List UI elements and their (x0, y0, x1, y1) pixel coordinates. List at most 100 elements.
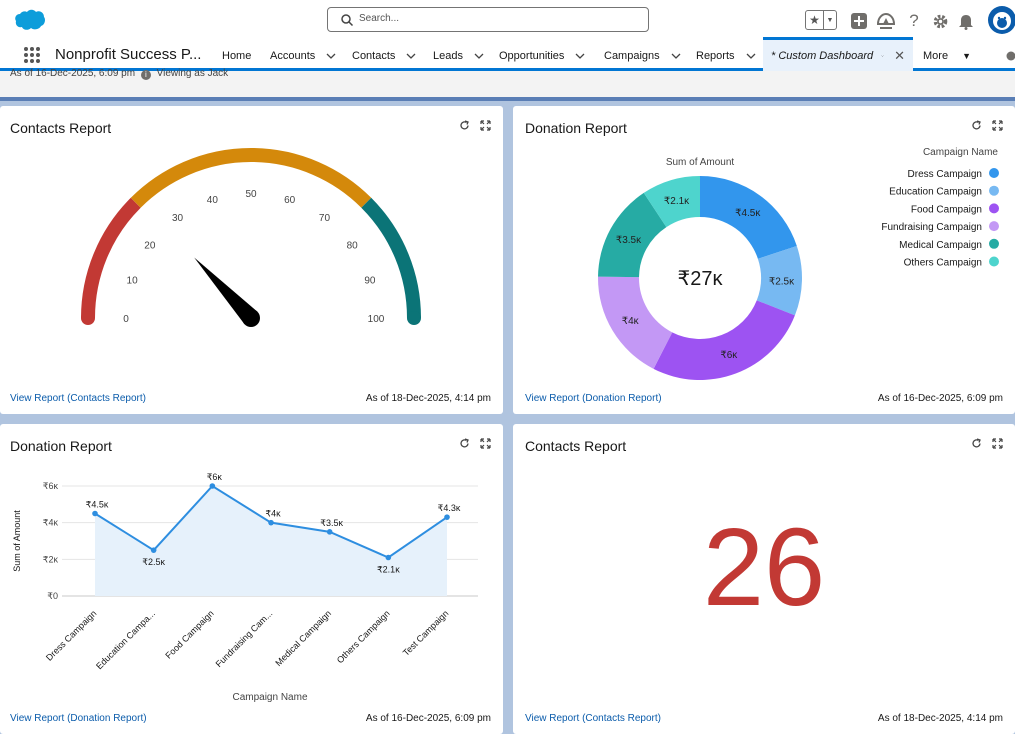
chevron-down-icon[interactable] (325, 50, 337, 62)
legend-item-label: Fundraising Campaign (881, 222, 982, 233)
search-placeholder: Search... (359, 13, 400, 24)
data-point (92, 510, 98, 517)
nav-item-more[interactable]: More ▼ (923, 40, 971, 71)
donut-slice-label: ₹4.5ĸ (735, 208, 761, 219)
dashboard-subheader: As of 16-Dec-2025, 6:09 pm i Viewing as … (0, 68, 1015, 97)
data-label: ₹2.1ĸ (377, 565, 400, 575)
edit-nav-icon[interactable] (1006, 40, 1015, 71)
chevron-down-icon[interactable] (574, 50, 586, 62)
nav-item-leads[interactable]: Leads (433, 40, 485, 71)
chevron-down-icon[interactable]: ▼ (826, 16, 834, 24)
nav-item-reports[interactable]: Reports (696, 40, 757, 71)
card-title: Contacts Report (525, 438, 627, 454)
legend-item-swatch (989, 185, 999, 196)
gauge-band (130, 148, 372, 208)
nav-item-home[interactable]: Home (222, 40, 251, 71)
legend-item-label: Others Campaign (904, 258, 982, 269)
view-report-link[interactable]: View Report (Contacts Report) (10, 393, 146, 404)
refresh-icon[interactable] (459, 118, 470, 130)
area-fill (95, 486, 447, 596)
bell-icon[interactable] (955, 10, 977, 32)
chevron-down-icon[interactable] (473, 50, 485, 62)
legend-item-swatch (989, 238, 999, 249)
card-actions (971, 118, 1003, 131)
nav-item-opportunities[interactable]: Opportunities (499, 40, 586, 71)
donut-slice (598, 276, 673, 369)
metric-value[interactable]: 26 (702, 506, 826, 629)
refresh-icon[interactable] (459, 436, 470, 448)
expand-icon[interactable] (480, 118, 491, 131)
view-report-link[interactable]: View Report (Donation Report) (10, 713, 147, 724)
donut-slice (643, 176, 700, 228)
data-label: ₹3.5ĸ (320, 518, 343, 528)
nav-item-label: Campaigns (604, 49, 660, 62)
chevron-down-icon[interactable] (670, 50, 682, 62)
close-icon[interactable]: ✕ (894, 47, 905, 63)
donut-chart-title: Sum of Amount (666, 157, 735, 168)
avatar[interactable] (988, 6, 1015, 34)
gear-icon[interactable] (929, 10, 951, 32)
global-header: Search... ★ ▼ ? (0, 0, 1015, 40)
gauge-band (81, 197, 141, 319)
line-chart[interactable]: ₹0 ₹2ĸ ₹4ĸ ₹6ĸ ₹4.5ĸ ₹2.5ĸ ₹6ĸ ₹4ĸ ₹3.5ĸ ₹2.1ĸ ₹4.… (0, 424, 503, 709)
nav-item-label: Leads (433, 49, 463, 62)
gauge-tick-label: 0 (123, 314, 129, 325)
gauge-tick-label: 80 (347, 241, 359, 252)
card-actions (971, 436, 1003, 449)
help-icon[interactable]: ? (909, 11, 919, 30)
card-title: Donation Report (10, 438, 112, 454)
trailhead-icon[interactable] (875, 10, 897, 32)
chevron-down-icon[interactable] (745, 50, 757, 62)
nav-item-label: Accounts (270, 49, 316, 62)
card-actions (459, 118, 491, 131)
card-timestamp: As of 18-Dec-2025, 4:14 pm (877, 713, 1003, 724)
y-tick-label: ₹4ĸ (43, 518, 59, 528)
data-label: ₹4ĸ (265, 509, 281, 519)
star-icon: ★ (806, 11, 824, 29)
app-launcher-icon[interactable] (24, 47, 40, 63)
expand-icon[interactable] (992, 436, 1003, 449)
gauge-chart[interactable]: 0 10 20 30 40 50 60 70 80 90 100 (0, 106, 503, 386)
data-point (385, 554, 392, 561)
view-report-link[interactable]: View Report (Contacts Report) (525, 713, 661, 724)
donut-center-value: ₹27ĸ (678, 268, 724, 290)
favorites-button[interactable]: ★ ▼ (805, 10, 837, 30)
expand-icon[interactable] (992, 118, 1003, 131)
info-icon[interactable]: i (140, 70, 151, 80)
nav-item-campaigns[interactable]: Campaigns (604, 40, 682, 71)
chevron-down-icon[interactable] (405, 50, 417, 62)
donut-chart[interactable]: Sum of Amount ₹4.5ĸ ₹2.5ĸ ₹6ĸ ₹4ĸ ₹3.5ĸ ₹2.1ĸ ₹… (513, 106, 1015, 391)
tab-label: * Custom Dashboard (771, 49, 874, 62)
nav-item-label: More (923, 49, 949, 62)
x-tick-label: Medical Campaign (273, 608, 333, 668)
gauge-tick-label: 30 (172, 213, 184, 224)
search-input[interactable]: Search... (327, 7, 649, 32)
as-of-text: As of 16-Dec-2025, 6:09 pm (10, 68, 136, 79)
navigation-bar: Nonprofit Success P... Home Accounts Con… (0, 37, 1015, 71)
line-card: Donation Report ₹0 ₹2ĸ ₹4ĸ ₹6ĸ ₹4.5ĸ ₹2.5ĸ ₹6ĸ… (0, 424, 503, 734)
donut-slice-label: ₹2.1ĸ (664, 196, 690, 207)
tab-custom-dashboard[interactable]: * Custom Dashboard ✕ (763, 37, 913, 71)
x-tick-label: Fundraising Cam... (214, 608, 275, 669)
data-label: ₹6ĸ (207, 472, 223, 482)
donut-slice (756, 245, 802, 316)
dashboard-timestamp: As of 16-Dec-2025, 6:09 pm i Viewing as … (10, 68, 228, 80)
chevron-down-icon[interactable] (881, 50, 884, 62)
salesforce-logo-icon[interactable] (14, 9, 46, 31)
x-tick-label: Test Campaign (401, 608, 451, 658)
app-name: Nonprofit Success P... (55, 46, 202, 63)
view-report-link[interactable]: View Report (Donation Report) (525, 393, 662, 404)
refresh-icon[interactable] (971, 118, 982, 130)
data-point (150, 547, 157, 553)
nav-item-contacts[interactable]: Contacts (352, 40, 417, 71)
gauge-tick-label: 40 (207, 195, 219, 206)
data-point (326, 529, 333, 535)
gauge-cap (407, 311, 421, 325)
expand-icon[interactable] (480, 436, 491, 449)
gauge-tick-label: 70 (319, 213, 331, 224)
refresh-icon[interactable] (971, 436, 982, 448)
viewing-as-text: Viewing as Jack (156, 68, 229, 79)
gauge-cap (81, 311, 95, 325)
global-actions-icon[interactable] (848, 10, 870, 32)
nav-item-accounts[interactable]: Accounts (270, 40, 337, 71)
